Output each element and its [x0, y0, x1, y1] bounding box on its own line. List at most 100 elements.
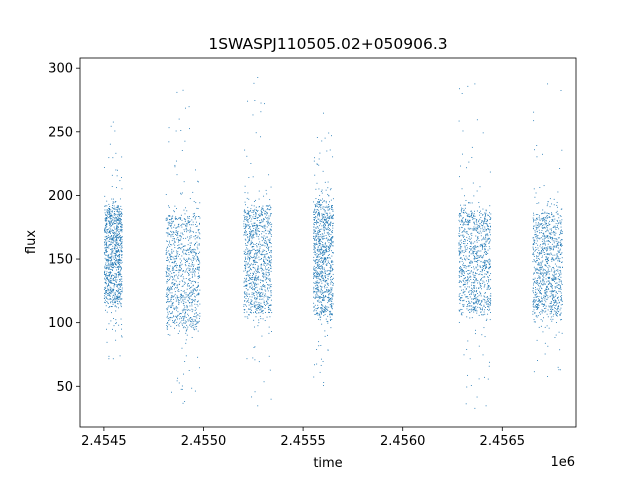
- data-point: [198, 259, 200, 261]
- data-point: [191, 264, 193, 266]
- data-point: [459, 251, 461, 253]
- data-point: [486, 219, 488, 221]
- data-point: [464, 281, 466, 283]
- data-point: [319, 249, 321, 251]
- data-point: [248, 177, 250, 178]
- data-point: [460, 165, 462, 167]
- data-point: [321, 267, 323, 268]
- data-point: [468, 238, 470, 240]
- data-point: [322, 170, 324, 172]
- data-point: [116, 279, 118, 281]
- data-point: [187, 313, 189, 315]
- data-point: [121, 336, 123, 338]
- data-point: [474, 407, 476, 409]
- data-point: [533, 237, 535, 239]
- data-point: [481, 243, 483, 245]
- data-point: [116, 242, 118, 244]
- data-point: [489, 259, 491, 261]
- data-point: [550, 278, 552, 280]
- data-point: [484, 259, 486, 261]
- data-point: [186, 324, 188, 326]
- data-point: [117, 226, 119, 228]
- data-point: [183, 308, 185, 310]
- data-point: [467, 270, 469, 271]
- data-point: [462, 284, 464, 286]
- data-point: [463, 209, 465, 211]
- data-point: [316, 242, 317, 244]
- data-point: [482, 265, 484, 267]
- data-point: [189, 309, 191, 311]
- data-point: [486, 287, 488, 289]
- data-point: [315, 227, 317, 229]
- data-point: [182, 327, 184, 329]
- data-point: [165, 250, 167, 251]
- data-point: [534, 260, 535, 262]
- data-point: [105, 280, 107, 282]
- data-point: [112, 239, 114, 240]
- data-point: [321, 276, 323, 277]
- data-point: [174, 218, 176, 220]
- data-point: [467, 247, 469, 249]
- data-point: [259, 241, 261, 243]
- data-point: [460, 297, 461, 299]
- data-point: [169, 311, 170, 313]
- data-point: [119, 258, 121, 260]
- data-point: [120, 222, 122, 224]
- data-point: [483, 281, 485, 283]
- data-point: [117, 267, 119, 268]
- data-point: [461, 269, 462, 271]
- data-point: [106, 211, 108, 213]
- data-point: [466, 316, 468, 318]
- data-point: [246, 253, 248, 255]
- data-point: [544, 237, 546, 239]
- data-point: [489, 219, 491, 221]
- data-point: [331, 255, 333, 257]
- data-point: [259, 225, 261, 226]
- data-point: [177, 236, 179, 238]
- data-point: [317, 307, 319, 309]
- data-point: [477, 238, 479, 240]
- data-point: [166, 301, 168, 303]
- data-point: [313, 273, 315, 274]
- data-point: [469, 260, 471, 262]
- data-point: [318, 199, 319, 201]
- data-point: [459, 176, 460, 178]
- data-point: [324, 291, 326, 293]
- data-point: [321, 313, 322, 315]
- data-point: [178, 247, 180, 248]
- data-point: [193, 236, 195, 238]
- data-point: [318, 240, 320, 242]
- data-point: [189, 268, 191, 270]
- data-point: [252, 233, 254, 235]
- data-point: [474, 215, 476, 217]
- data-point: [191, 387, 193, 389]
- data-point: [197, 235, 199, 237]
- data-point: [181, 150, 183, 151]
- data-point: [314, 298, 316, 299]
- data-point: [258, 243, 260, 245]
- data-point: [331, 308, 333, 310]
- data-point: [170, 317, 172, 319]
- data-point: [109, 216, 111, 217]
- data-point: [110, 209, 112, 211]
- data-point: [118, 301, 120, 303]
- data-point: [178, 226, 180, 228]
- data-point: [330, 327, 332, 329]
- data-point: [470, 241, 472, 243]
- data-point: [253, 228, 255, 229]
- data-point: [256, 301, 258, 303]
- data-point: [169, 257, 171, 259]
- data-point: [175, 130, 177, 132]
- data-point: [484, 285, 486, 287]
- data-point: [254, 259, 256, 261]
- data-point: [269, 232, 271, 234]
- data-point: [550, 246, 552, 248]
- data-point: [320, 309, 322, 311]
- data-point: [326, 250, 327, 252]
- data-point: [325, 225, 326, 226]
- data-point: [119, 299, 121, 301]
- data-point: [115, 263, 117, 265]
- data-point: [261, 253, 263, 255]
- data-point: [254, 253, 256, 254]
- data-point: [475, 272, 476, 274]
